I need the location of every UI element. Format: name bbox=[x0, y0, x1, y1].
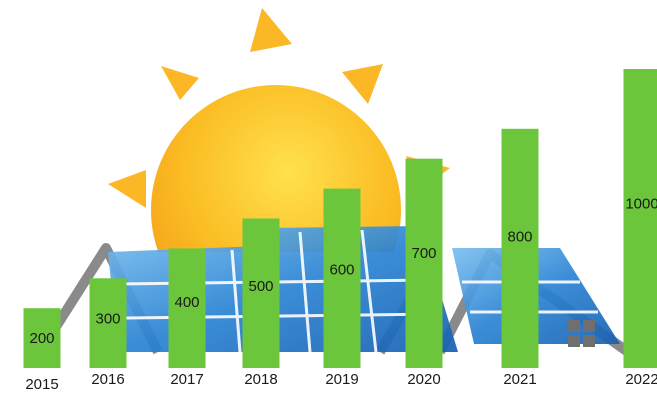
bar-2021 bbox=[501, 128, 539, 368]
category-label-2021: 2021 bbox=[503, 371, 536, 388]
window-icon bbox=[568, 320, 595, 347]
value-label-2022: 1000 bbox=[625, 196, 657, 213]
category-label-2022: 2022 bbox=[625, 371, 657, 388]
category-labels: 2015 2016 2017 2018 2019 2020 2021 2022 bbox=[25, 371, 657, 393]
value-labels: 200 300 400 500 600 700 800 1000 bbox=[29, 196, 657, 348]
bar-2020 bbox=[405, 158, 443, 368]
bar-2022 bbox=[623, 69, 657, 368]
category-label-2020: 2020 bbox=[407, 371, 440, 388]
bar-series bbox=[23, 69, 657, 368]
value-label-2021: 800 bbox=[507, 228, 532, 245]
bar-2016 bbox=[89, 278, 127, 368]
bar-2018 bbox=[242, 218, 280, 368]
value-label-2020: 700 bbox=[411, 245, 436, 262]
bar-2015 bbox=[23, 308, 61, 368]
category-label-2015: 2015 bbox=[25, 376, 58, 393]
bar-2019 bbox=[323, 188, 361, 368]
category-label-2018: 2018 bbox=[244, 371, 277, 388]
category-label-2016: 2016 bbox=[91, 371, 124, 388]
value-label-2015: 200 bbox=[29, 330, 54, 347]
value-label-2017: 400 bbox=[174, 294, 199, 311]
value-label-2019: 600 bbox=[329, 261, 354, 278]
bar-2017 bbox=[168, 248, 206, 368]
value-label-2016: 300 bbox=[95, 311, 120, 328]
value-label-2018: 500 bbox=[248, 278, 273, 295]
category-label-2019: 2019 bbox=[325, 371, 358, 388]
category-label-2017: 2017 bbox=[170, 371, 203, 388]
